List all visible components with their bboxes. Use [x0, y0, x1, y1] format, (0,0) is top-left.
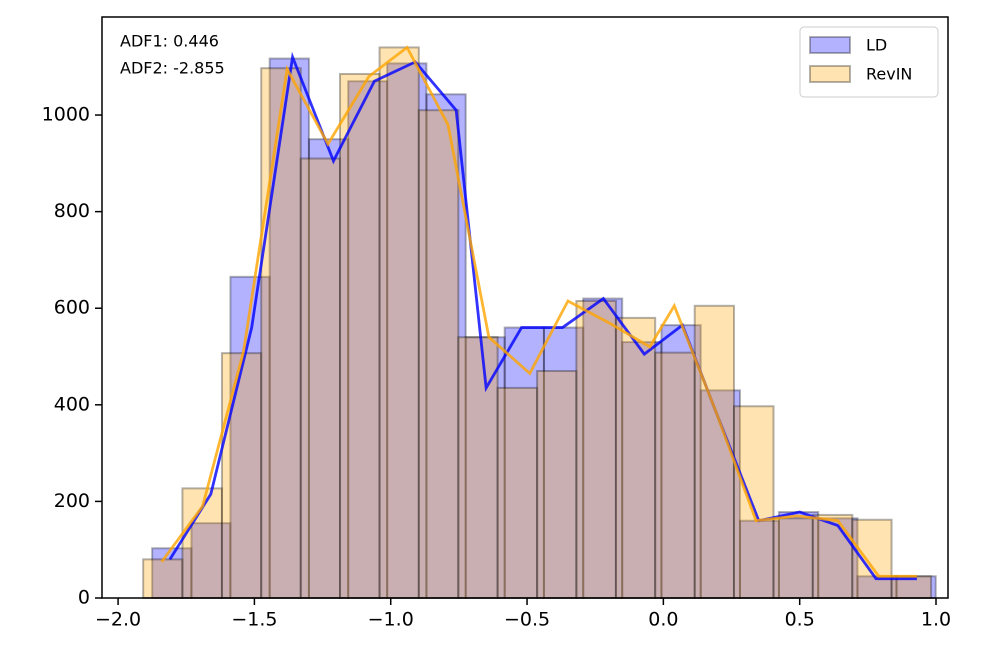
bar [299, 157, 342, 599]
bar [817, 517, 859, 599]
bar [496, 386, 539, 599]
legend-swatch [809, 36, 851, 54]
bar [777, 511, 820, 600]
bar [536, 370, 578, 600]
bar [811, 513, 854, 600]
bar [339, 72, 381, 599]
bar [693, 304, 735, 599]
bar [582, 297, 624, 599]
x-tick-label: 1.0 [921, 609, 951, 631]
bar [575, 299, 617, 599]
bar [503, 326, 545, 599]
y-tick-label: 200 [54, 490, 90, 512]
bar [732, 405, 775, 599]
legend-swatch [809, 65, 851, 83]
bar [772, 517, 814, 599]
bar [417, 109, 460, 599]
x-tick-label: −1.5 [231, 609, 277, 631]
x-tick-label: 0.5 [785, 609, 815, 631]
y-tick-label: 600 [54, 297, 90, 319]
bar [220, 352, 263, 599]
annotation: ADF1: 0.446 [120, 32, 219, 51]
x-tick-label: −1.0 [368, 609, 414, 631]
line [168, 51, 917, 581]
x-tick-label: −2.0 [95, 609, 141, 631]
y-tick-label: 400 [54, 393, 90, 415]
bar [614, 316, 657, 599]
line [160, 45, 917, 578]
legend-label: LD [866, 36, 887, 55]
bar [542, 326, 585, 599]
bar [738, 519, 780, 599]
legend-box [799, 26, 939, 98]
x-tick-label: −0.5 [504, 609, 550, 631]
bar [260, 67, 302, 600]
y-tick-label: 1000 [42, 104, 90, 126]
bar [654, 351, 696, 599]
x-tick-label: 0.0 [648, 609, 678, 631]
bar [142, 558, 184, 600]
annotation: ADF2: -2.855 [120, 59, 225, 78]
y-tick-label: 0 [78, 587, 90, 609]
legend-label: RevIN [866, 65, 912, 84]
bar [378, 46, 420, 599]
y-tick-label: 800 [54, 200, 90, 222]
bar [851, 518, 893, 600]
bar [347, 80, 389, 599]
